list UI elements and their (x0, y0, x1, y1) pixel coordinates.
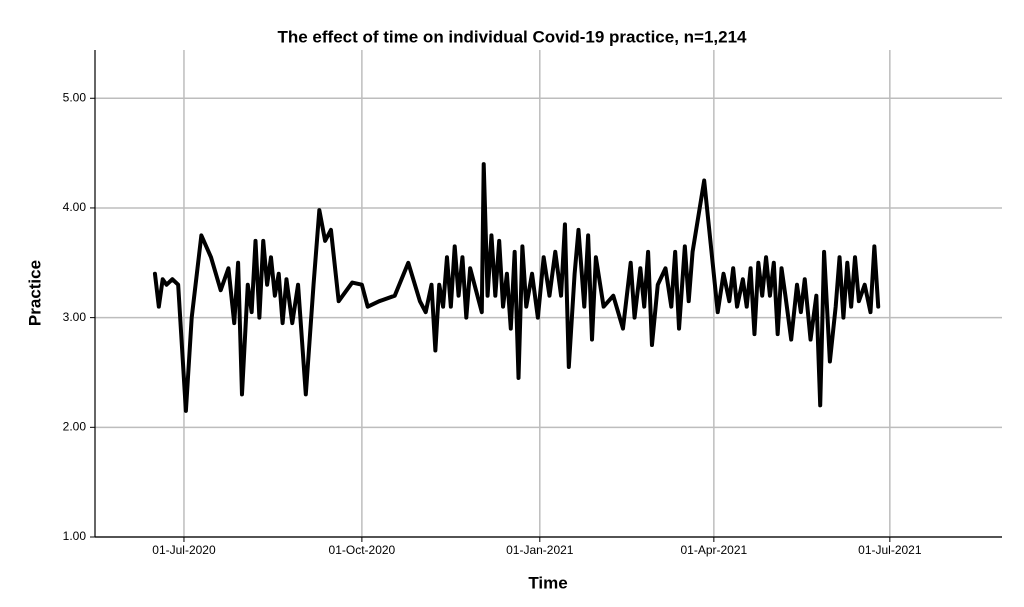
x-tick-label: 01-Jan-2021 (506, 543, 574, 557)
x-tick-label: 01-Jul-2020 (152, 543, 216, 557)
x-tick-label: 01-Apr-2021 (680, 543, 747, 557)
x-tick-label: 01-Jul-2021 (858, 543, 922, 557)
y-tick-label: 1.00 (63, 529, 87, 543)
y-tick-label: 4.00 (63, 200, 87, 214)
chart-title: The effect of time on individual Covid-1… (277, 27, 747, 46)
y-tick-label: 5.00 (63, 90, 87, 104)
y-tick-label: 3.00 (63, 310, 87, 324)
data-line (152, 162, 881, 413)
x-axis-title: Time (528, 573, 567, 592)
y-axis-title: Practice (25, 260, 44, 326)
y-tick-label: 2.00 (63, 419, 87, 433)
x-tick-label: 01-Oct-2020 (329, 543, 396, 557)
